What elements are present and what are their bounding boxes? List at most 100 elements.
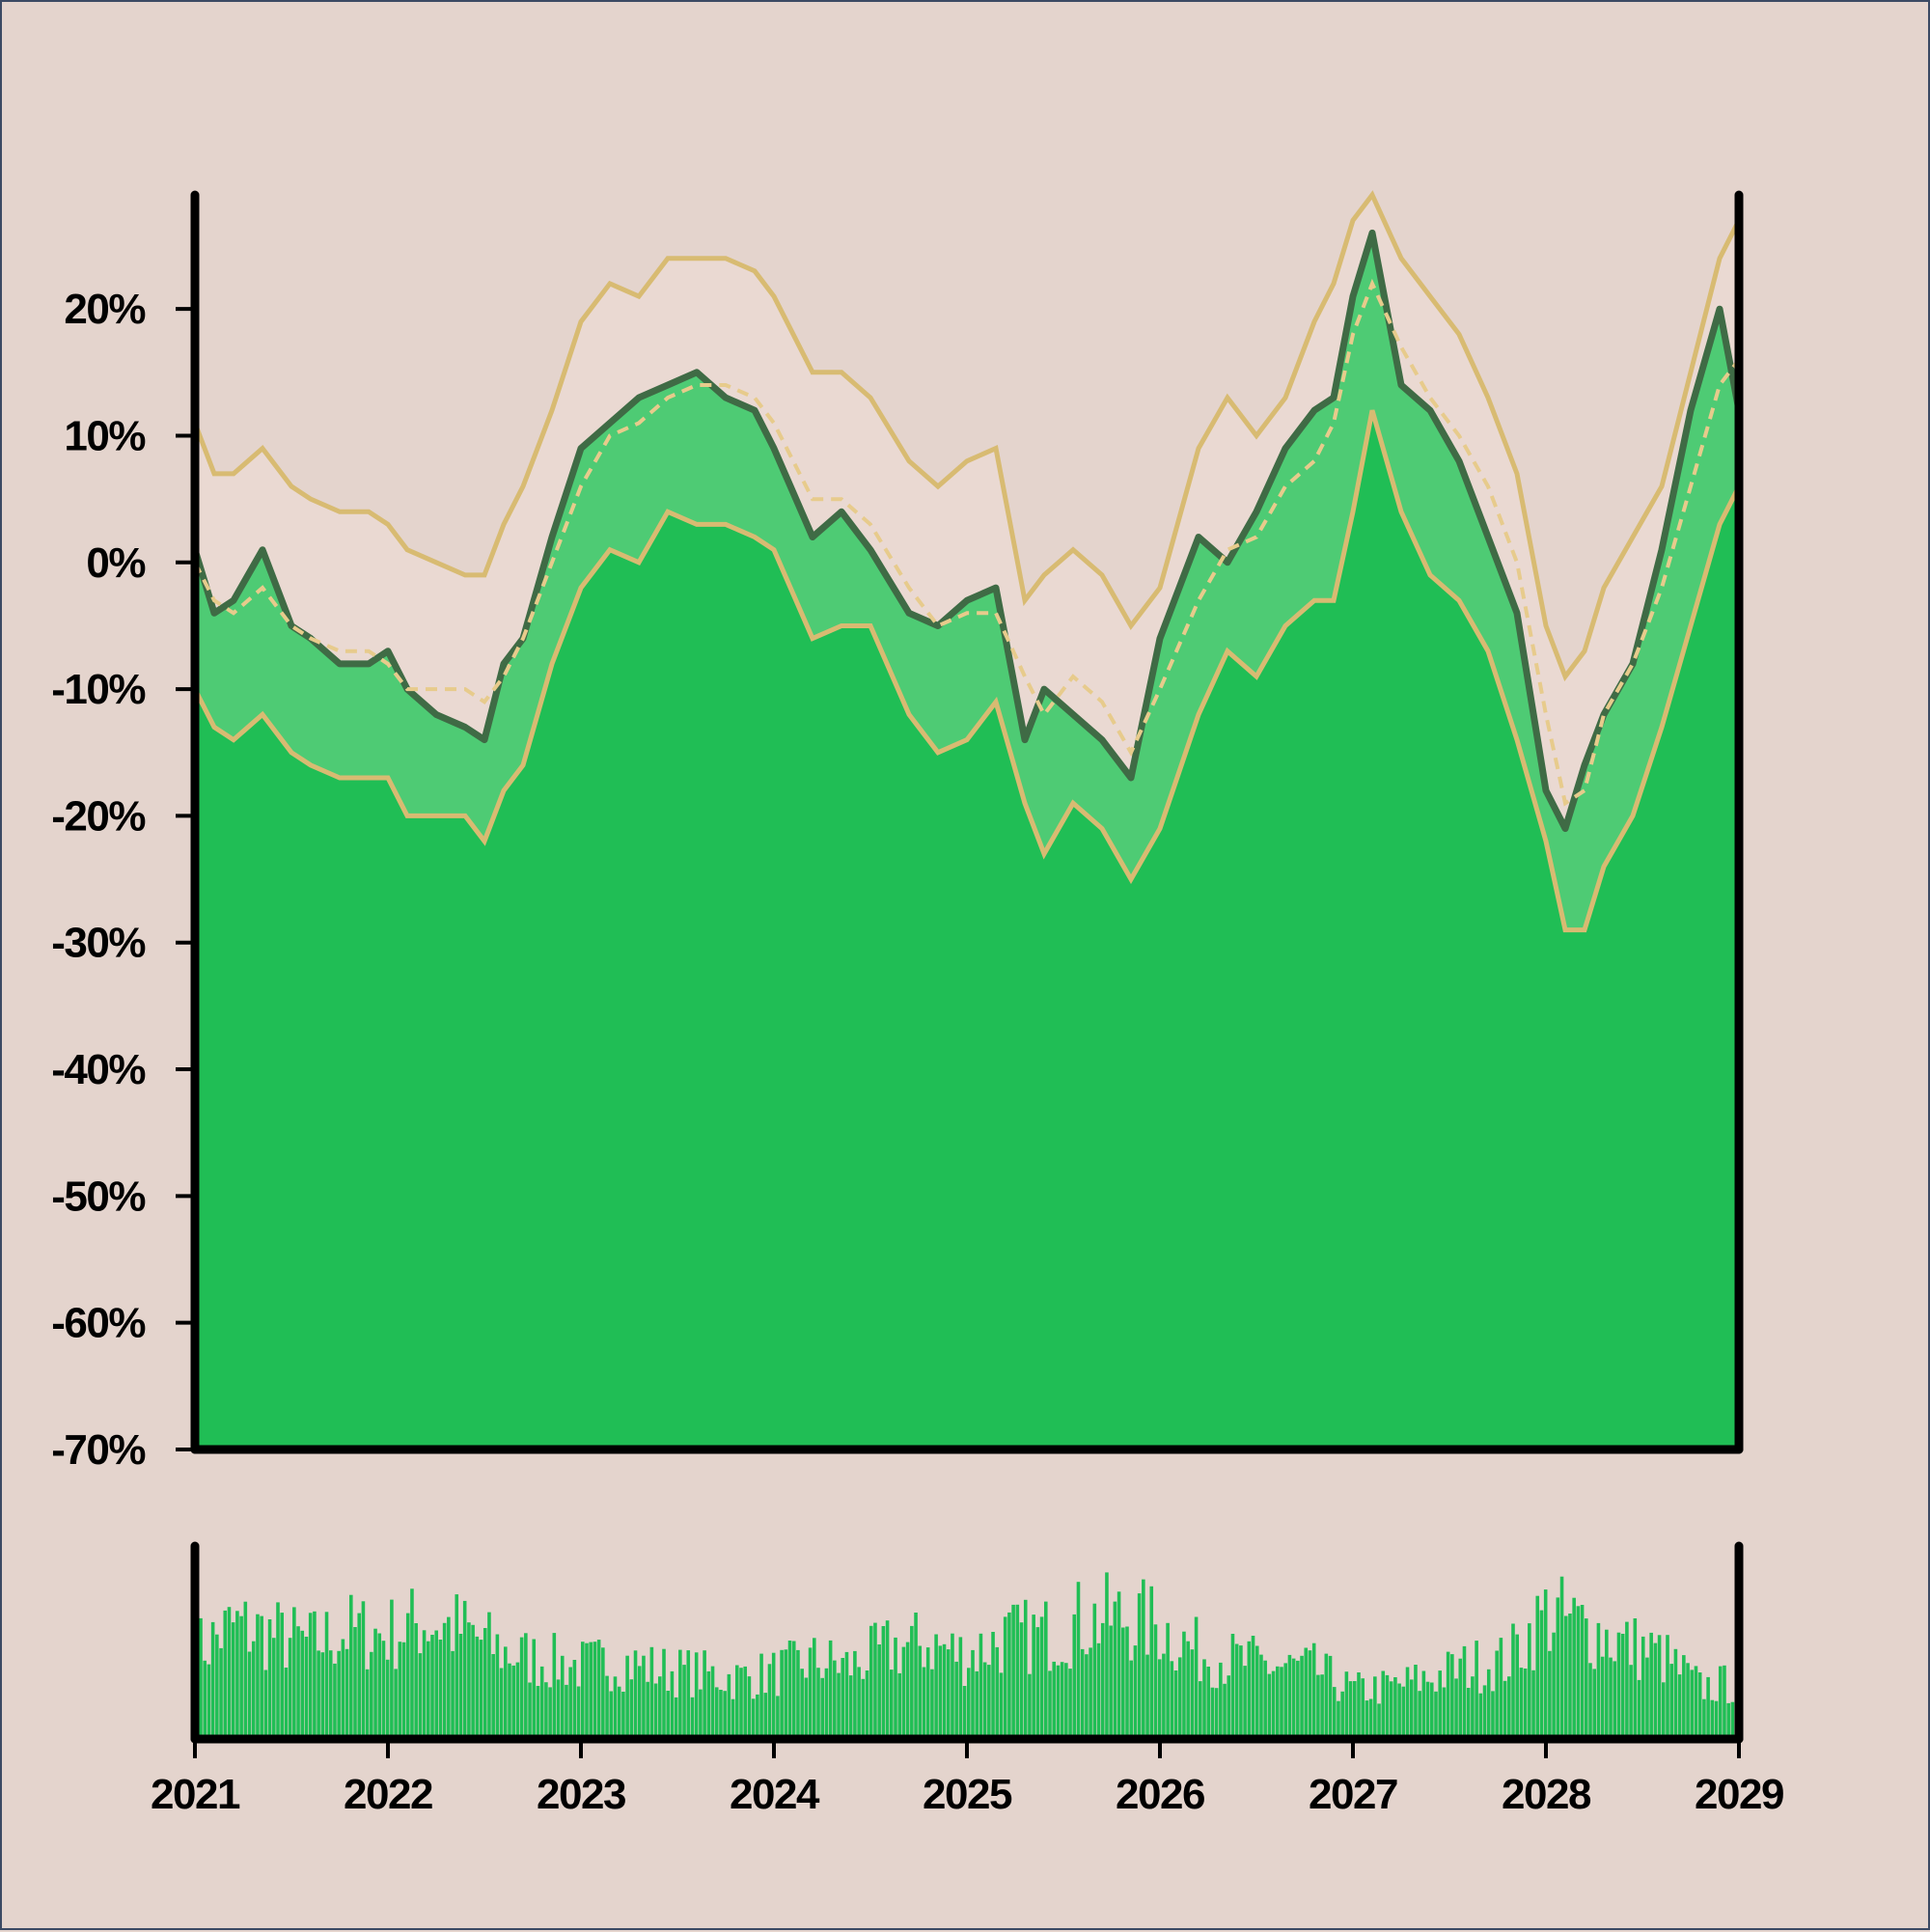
volume-bar <box>1723 1665 1726 1739</box>
volume-bar <box>938 1645 943 1739</box>
volume-bar <box>649 1646 654 1739</box>
volume-bar <box>1105 1572 1109 1739</box>
volume-bar <box>596 1640 601 1739</box>
volume-bar <box>280 1613 284 1739</box>
volume-bar <box>979 1633 983 1739</box>
volume-bar <box>1425 1681 1430 1739</box>
volume-bar <box>256 1614 260 1739</box>
volume-bar <box>199 1617 203 1739</box>
volume-bar <box>1348 1681 1353 1739</box>
volume-bar <box>967 1668 971 1739</box>
volume-bar <box>1194 1616 1199 1739</box>
volume-bar <box>1507 1676 1511 1739</box>
volume-bar <box>813 1638 816 1739</box>
volume-bar <box>1629 1665 1633 1739</box>
volume-bar <box>629 1679 634 1739</box>
volume-bar <box>894 1637 897 1739</box>
volume-bar <box>1199 1681 1202 1739</box>
volume-bar <box>1308 1650 1312 1739</box>
volume-bar <box>1125 1626 1129 1739</box>
volume-bar <box>1421 1670 1426 1739</box>
volume-bar <box>471 1624 475 1739</box>
volume-bar <box>848 1675 853 1739</box>
volume-bar <box>1186 1641 1190 1739</box>
volume-bar <box>934 1634 938 1739</box>
volume-bar <box>1434 1691 1438 1739</box>
volume-bar <box>247 1651 252 1739</box>
volume-bar <box>239 1615 243 1739</box>
volume-bar <box>946 1649 951 1739</box>
volume-bar <box>833 1660 837 1739</box>
volume-bar <box>1503 1680 1507 1739</box>
volume-bar <box>1145 1654 1149 1739</box>
volume-bar <box>877 1644 881 1739</box>
volume-bar <box>1471 1676 1475 1739</box>
volume-bar <box>475 1636 480 1739</box>
volume-bar <box>1592 1669 1596 1739</box>
volume-bar <box>1357 1672 1361 1739</box>
volume-bar <box>897 1672 901 1739</box>
volume-bar <box>885 1620 890 1739</box>
volume-bar <box>662 1648 666 1739</box>
axes: 20% 10% 0% -10% -20% -30% -40% -50% -60% -70% 2021… <box>51 190 1784 1818</box>
volume-bar <box>922 1667 926 1739</box>
volume-bar <box>1576 1606 1581 1739</box>
volume-bar <box>1677 1674 1682 1739</box>
volume-bar <box>1230 1634 1235 1739</box>
volume-bar <box>670 1670 675 1739</box>
volume-bar <box>1157 1659 1162 1739</box>
volume-bar <box>377 1633 382 1739</box>
volume-bar <box>1276 1666 1280 1739</box>
volume-bar <box>1113 1601 1117 1739</box>
volume-bar <box>1568 1614 1572 1739</box>
volume-bar <box>1714 1700 1719 1739</box>
volume-bar <box>637 1666 642 1739</box>
volume-bar <box>1482 1685 1487 1739</box>
volume-bar <box>1543 1589 1548 1739</box>
volume-bar <box>203 1660 207 1739</box>
volume-bar <box>1324 1653 1329 1739</box>
volume-bar <box>539 1666 544 1739</box>
volume-bar <box>427 1641 430 1739</box>
volume-bar <box>868 1625 873 1739</box>
y-tick-label: 0% <box>86 539 145 587</box>
volume-bar <box>771 1652 776 1739</box>
volume-bar <box>1389 1681 1393 1739</box>
volume-bar <box>585 1642 589 1739</box>
volume-bar <box>451 1650 455 1739</box>
volume-bar <box>1495 1650 1499 1739</box>
volume-bar <box>1640 1636 1645 1739</box>
volume-bar <box>447 1616 451 1739</box>
volume-bar <box>791 1641 796 1739</box>
volume-bar <box>251 1641 256 1739</box>
volume-bar <box>276 1602 280 1739</box>
volume-bar <box>784 1649 788 1739</box>
volume-bar <box>260 1615 263 1739</box>
volume-bar <box>1129 1660 1133 1739</box>
upper-envelope-line <box>192 190 1742 682</box>
x-tick-label: 2028 <box>1502 1771 1591 1818</box>
volume-bar <box>658 1676 662 1739</box>
y-tick-label: -60% <box>51 1300 145 1347</box>
volume-bar <box>1393 1677 1397 1739</box>
volume-bar <box>1613 1661 1617 1739</box>
y-tick-label: -30% <box>51 920 145 967</box>
volume-bar <box>405 1613 410 1739</box>
volume-bar <box>422 1630 427 1739</box>
y-tick-label: -10% <box>51 666 145 713</box>
volume-bar <box>1438 1670 1442 1739</box>
volume-bar <box>1600 1656 1605 1739</box>
volume-bar <box>1462 1645 1467 1739</box>
volume-bar <box>735 1665 739 1739</box>
volume-bar <box>910 1625 914 1739</box>
volume-bar <box>1080 1648 1085 1739</box>
volume-bar <box>1210 1687 1215 1739</box>
volume-bar <box>357 1613 361 1739</box>
volume-bar <box>1511 1623 1515 1739</box>
volume-bar <box>1718 1666 1723 1739</box>
volume-bar <box>1657 1635 1662 1739</box>
volume-bar <box>1666 1635 1669 1739</box>
volume-bar <box>865 1670 869 1739</box>
volume-bar <box>1291 1658 1296 1739</box>
